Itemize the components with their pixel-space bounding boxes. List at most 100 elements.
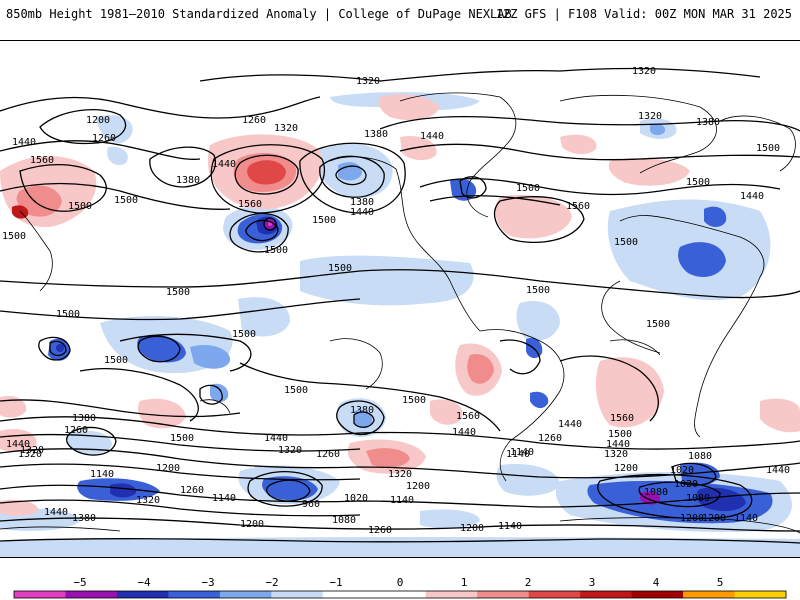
map-canvas: 1320 1320 1440 1200 1260 1260 1320 1380 … [0,66,800,557]
contour-label: 1200 [702,513,726,524]
colorbar-swatch [734,591,787,598]
contour-label: 1320 [604,449,628,460]
positive-anomaly-shading [0,94,800,516]
contour-label: 1320 [136,495,160,506]
contour-label: 1500 [756,143,780,154]
contour-label: 960 [302,499,320,510]
colorbar-tick-label: −1 [329,576,342,589]
contour-label: 1560 [456,411,480,422]
colorbar-swatch [528,591,581,598]
contour-label: 1500 [614,237,638,248]
contour-label: 1440 [766,465,790,476]
colorbar-outline [13,590,787,599]
contour-label: 1440 [264,433,288,444]
colorbar-swatch [14,591,66,598]
contour-label: 1080 [688,451,712,462]
contour-label: 1440 [558,419,582,430]
colorbar-swatch [477,591,530,598]
contour-label: 1200 [460,523,484,534]
contour-label: 1500 [608,429,632,440]
colorbar-tick-label: 4 [653,576,660,589]
contour-label: 1200 [240,519,264,530]
contour-label: 1380 [696,117,720,128]
contour-label: 1260 [242,115,266,126]
contour-label: 1440 [350,207,374,218]
colorbar-swatch [425,591,478,598]
contour-label: 1380 [364,129,388,140]
contour-label: 1080 [644,487,668,498]
contour-label: 1500 [402,395,426,406]
contour-label: 1380 [72,413,96,424]
contour-label: 1140 [212,493,236,504]
contour-label: 1140 [390,495,414,506]
contour-label: 1260 [180,485,204,496]
contour-label: 1320 [274,123,298,134]
map-title: 850mb Height 1981–2010 Standardized Anom… [6,7,512,21]
contour-label: 1140 [498,521,522,532]
header: 850mb Height 1981–2010 Standardized Anom… [0,0,800,40]
contour-label: 1320 [638,111,662,122]
contour-label: 1380 [350,197,374,208]
contour-label: 1500 [264,245,288,256]
contour-label: 1560 [238,199,262,210]
contour-label: 1260 [316,449,340,460]
contour-label: 1380 [176,175,200,186]
contour-label: 1500 [56,309,80,320]
colorbar-swatch [631,591,684,598]
contour-label: 1140 [506,449,530,460]
contour-label: 1080 [332,515,356,526]
contour-label: 1500 [104,355,128,366]
contour-label: 1440 [740,191,764,202]
contour-label: 1260 [92,133,116,144]
colorbar-swatch [683,591,736,598]
contour-label: 1500 [328,263,352,274]
contour-label: 1500 [526,285,550,296]
contour-label: 1200 [680,513,704,524]
contour-label: 1440 [452,427,476,438]
colorbar-tick-label: 2 [525,576,532,589]
contour-label: 1500 [284,385,308,396]
contour-label: 1140 [510,447,534,458]
colorbar-swatch [580,591,633,598]
contour-label: 1260 [538,433,562,444]
colorbar-swatch [322,591,375,598]
contour-label: 1200 [86,115,110,126]
colorbar-tick-label: −3 [201,576,214,589]
contour-label: 1320 [278,445,302,456]
contour-label: 1500 [516,183,540,194]
contour-label: 1500 [166,287,190,298]
contour-label: 1380 [350,405,374,416]
colorbar-swatch [374,591,427,598]
model-run-info: 12Z GFS | F108 Valid: 00Z MON MAR 31 202… [495,7,792,21]
colorbar-swatch [65,591,118,598]
colorbar-ticks: −5 −4 −3 −2 −1 0 1 2 3 4 5 [73,576,723,589]
colorbar-swatch [116,591,169,598]
colorbar-swatches [13,590,787,599]
colorbar-swatch [271,591,324,598]
colorbar-tick-label: 1 [461,576,468,589]
contour-label: 1320 [18,449,42,460]
anomaly-map[interactable]: 1320 1320 1440 1200 1260 1260 1320 1380 … [0,40,800,558]
contour-label: 1560 [30,155,54,166]
contour-label: 1500 [114,195,138,206]
colorbar-tick-label: 0 [397,576,404,589]
contour-label: 1080 [686,493,710,504]
contour-label: 1320 [388,469,412,480]
coastlines [0,92,800,534]
contour-label: 1200 [406,481,430,492]
contour-label: 1440 [212,159,236,170]
colorbar-canvas: −5 −4 −3 −2 −1 0 1 2 3 4 5 [13,576,787,599]
contour-label: 1560 [566,201,590,212]
contour-label: 1260 [64,425,88,436]
colorbar-legend: −5 −4 −3 −2 −1 0 1 2 3 4 5 [0,564,800,600]
contour-label: 1500 [68,201,92,212]
contour-label: 1440 [6,439,30,450]
contour-label: 1500 [170,433,194,444]
contour-label: 1200 [614,463,638,474]
contour-label: 1500 [312,215,336,226]
contour-label: 1440 [44,507,68,518]
contour-label: 1560 [610,413,634,424]
colorbar-tick-label: −2 [265,576,278,589]
contour-label: 1140 [734,513,758,524]
contour-label: 1380 [72,513,96,524]
